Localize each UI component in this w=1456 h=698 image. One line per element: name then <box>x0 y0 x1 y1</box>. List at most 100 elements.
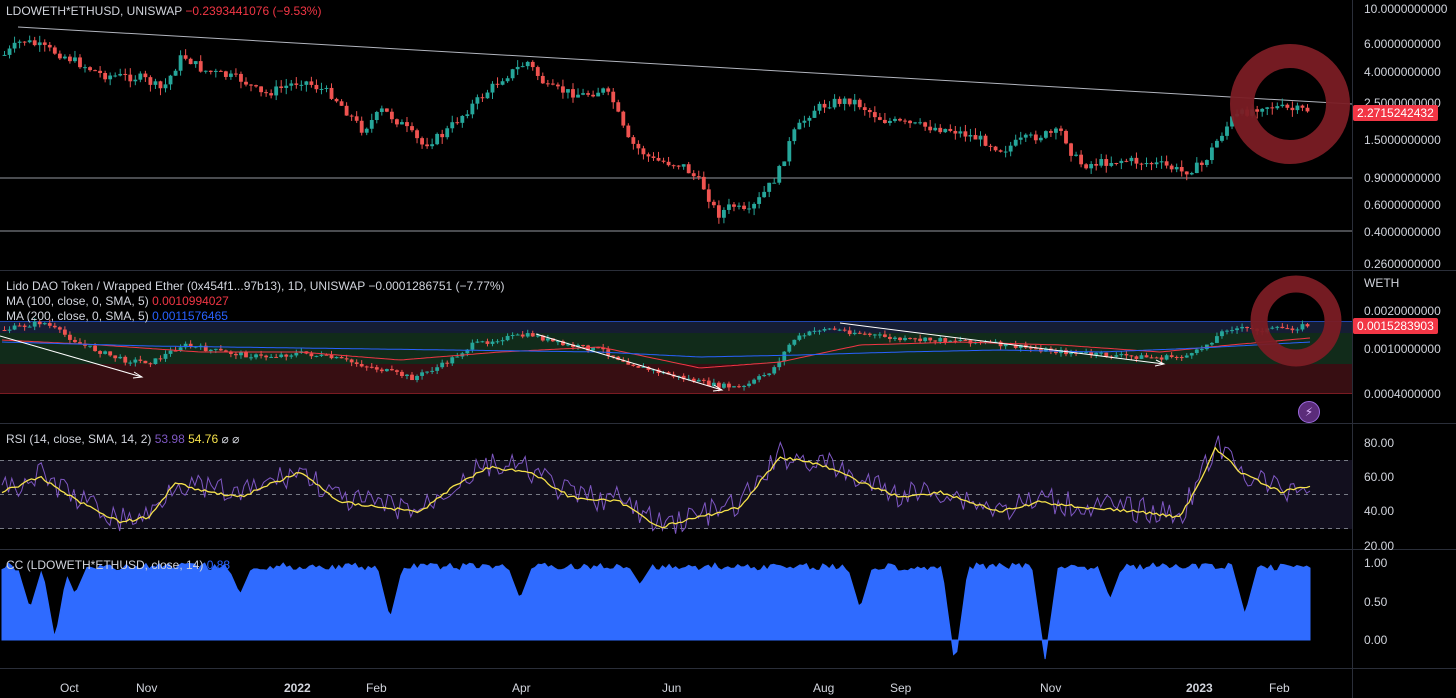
candle-body <box>676 375 681 377</box>
candle-body <box>651 156 656 158</box>
candle-body <box>1139 163 1144 165</box>
candle-body <box>696 176 701 178</box>
candle-body <box>148 363 153 365</box>
candle-body <box>259 354 263 356</box>
candle-body <box>636 143 641 149</box>
candle-body <box>349 359 354 363</box>
candle-body <box>304 81 309 85</box>
candle-body <box>1008 145 1013 152</box>
candle-body <box>752 203 757 209</box>
time-axis[interactable]: Oct Nov 2022 Feb Apr Jun Aug Sep Nov 202… <box>60 681 1290 695</box>
candle-body <box>918 338 923 342</box>
candle-body <box>802 335 807 337</box>
candle-body <box>958 131 963 134</box>
candle-body <box>535 335 540 337</box>
candle-body <box>57 327 62 330</box>
candle-body <box>389 369 394 371</box>
candle-body <box>898 337 902 341</box>
zone-green <box>0 333 1352 364</box>
candle-body <box>47 44 52 48</box>
candle-body <box>928 126 933 131</box>
rsi-legend[interactable]: RSI (14, close, SMA, 14, 2) 53.98 54.76 … <box>6 432 239 447</box>
candle-body <box>339 356 344 359</box>
candle-body <box>389 111 394 120</box>
price-axis-cc[interactable]: 1.00 0.50 0.00 <box>1364 556 1388 647</box>
candle-body <box>480 341 485 343</box>
candle-body <box>1285 104 1290 108</box>
candle-body <box>606 88 611 92</box>
candle-body <box>148 77 153 85</box>
candle-body <box>138 73 143 80</box>
candle-body <box>777 166 782 183</box>
candle-body <box>1164 161 1169 166</box>
rsi-sma-line <box>1 446 1311 529</box>
candle-body <box>727 204 731 210</box>
candle-body <box>52 47 57 54</box>
candle-body <box>1023 134 1028 138</box>
candle-body <box>153 358 158 365</box>
candle-body <box>1275 106 1280 109</box>
candle-body <box>42 323 47 325</box>
candle-body <box>893 118 897 121</box>
candle-body <box>465 349 470 354</box>
candle-body <box>626 125 631 138</box>
candle-body <box>626 361 631 365</box>
candle-body <box>1204 160 1209 165</box>
candle-body <box>646 154 651 157</box>
candle-body <box>1069 143 1073 156</box>
candle-body <box>550 338 555 342</box>
candle-body <box>27 40 32 43</box>
price-axis-rsi[interactable]: 80.00 60.00 40.00 20.00 <box>1364 436 1394 553</box>
candle-body <box>228 73 233 77</box>
candle-body <box>817 103 822 111</box>
candle-body <box>1260 108 1265 112</box>
svg-text:0.00: 0.00 <box>1364 633 1388 647</box>
candle-body <box>1124 354 1129 356</box>
candle-body <box>445 362 450 364</box>
candle-body <box>98 70 103 74</box>
candle-body <box>661 160 666 162</box>
time-label: Oct <box>60 681 79 695</box>
ma200-value: 0.0011576465 <box>152 309 228 323</box>
candle-body <box>259 86 263 93</box>
candle-body <box>872 334 877 336</box>
candle-body <box>918 122 923 124</box>
main-legend[interactable]: LDOWETH*ETHUSD, UNISWAP −0.2393441076 (−… <box>6 4 321 19</box>
candle-body <box>1154 357 1159 359</box>
candle-body <box>1079 154 1084 165</box>
candle-body <box>1124 160 1129 162</box>
candle-body <box>993 341 998 343</box>
cc-legend[interactable]: CC (LDOWETH*ETHUSD, close, 14) 0.88 <box>6 558 230 573</box>
candle-body <box>591 347 596 351</box>
candle-body <box>314 84 319 90</box>
candle-body <box>319 88 324 90</box>
candle-body <box>410 374 414 381</box>
candle-body <box>1079 352 1084 354</box>
candle-body <box>329 354 334 359</box>
price-axis-pair[interactable]: 0.0020000000 0.0010000000 0.0004000000 <box>1364 304 1441 401</box>
cc-area <box>1 562 1311 660</box>
candle-body <box>706 189 711 202</box>
candle-body <box>425 371 430 373</box>
candle-body <box>732 204 736 207</box>
svg-text:0.2600000000: 0.2600000000 <box>1364 257 1441 271</box>
candle-body <box>938 338 943 342</box>
candle-body <box>279 354 284 358</box>
lightning-icon[interactable]: ⚡ <box>1298 401 1320 423</box>
candle-body <box>1215 336 1219 343</box>
candle-body <box>445 128 450 138</box>
candle-body <box>118 356 123 359</box>
candle-body <box>359 363 364 367</box>
rsi-line <box>1 435 1311 534</box>
candle-body <box>364 128 369 133</box>
candle-body <box>1159 357 1164 360</box>
svg-text:0.4000000000: 0.4000000000 <box>1364 225 1441 239</box>
price-axis-main[interactable]: 10.0000000000 6.0000000000 4.0000000000 … <box>1364 2 1448 271</box>
pair-legend[interactable]: Lido DAO Token / Wrapped Ether (0x454f1.… <box>6 279 505 324</box>
candle-body <box>158 358 163 360</box>
candle-body <box>435 367 440 371</box>
candle-body <box>862 333 867 335</box>
candle-body <box>1184 355 1189 358</box>
candle-body <box>807 117 812 121</box>
